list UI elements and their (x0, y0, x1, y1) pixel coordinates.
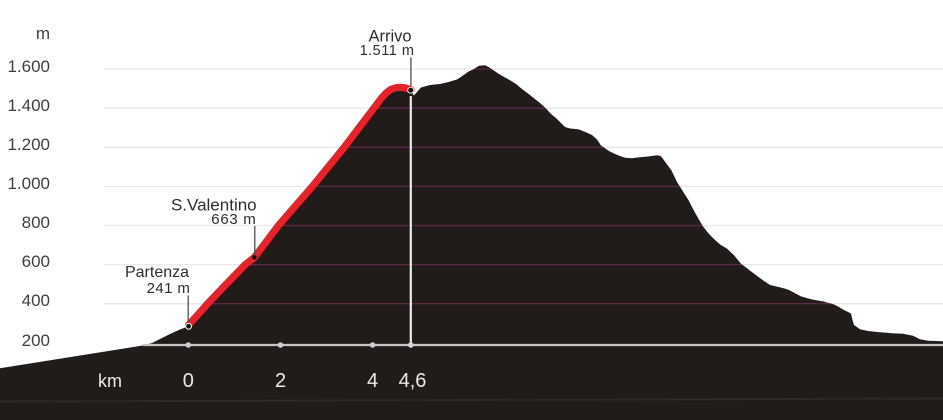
svg-text:1.600: 1.600 (7, 57, 50, 76)
svg-text:S.Valentino: S.Valentino (171, 196, 257, 215)
svg-text:1.200: 1.200 (7, 135, 50, 154)
svg-text:600: 600 (22, 252, 50, 271)
svg-text:0: 0 (183, 370, 194, 392)
svg-text:km: km (98, 371, 122, 391)
svg-text:1.000: 1.000 (7, 174, 50, 193)
svg-text:2: 2 (275, 370, 286, 392)
svg-text:4,6: 4,6 (399, 370, 427, 392)
svg-text:m: m (36, 24, 50, 43)
svg-text:Arrivo: Arrivo (368, 28, 411, 46)
svg-text:663 m: 663 m (211, 211, 256, 228)
svg-text:200: 200 (22, 331, 50, 350)
svg-text:800: 800 (22, 213, 50, 232)
svg-text:400: 400 (22, 291, 50, 310)
svg-text:1.511 m: 1.511 m (360, 43, 415, 59)
svg-text:4: 4 (367, 370, 378, 392)
svg-text:1.400: 1.400 (7, 96, 50, 115)
svg-text:Partenza: Partenza (125, 264, 189, 281)
svg-text:241 m: 241 m (147, 280, 191, 297)
